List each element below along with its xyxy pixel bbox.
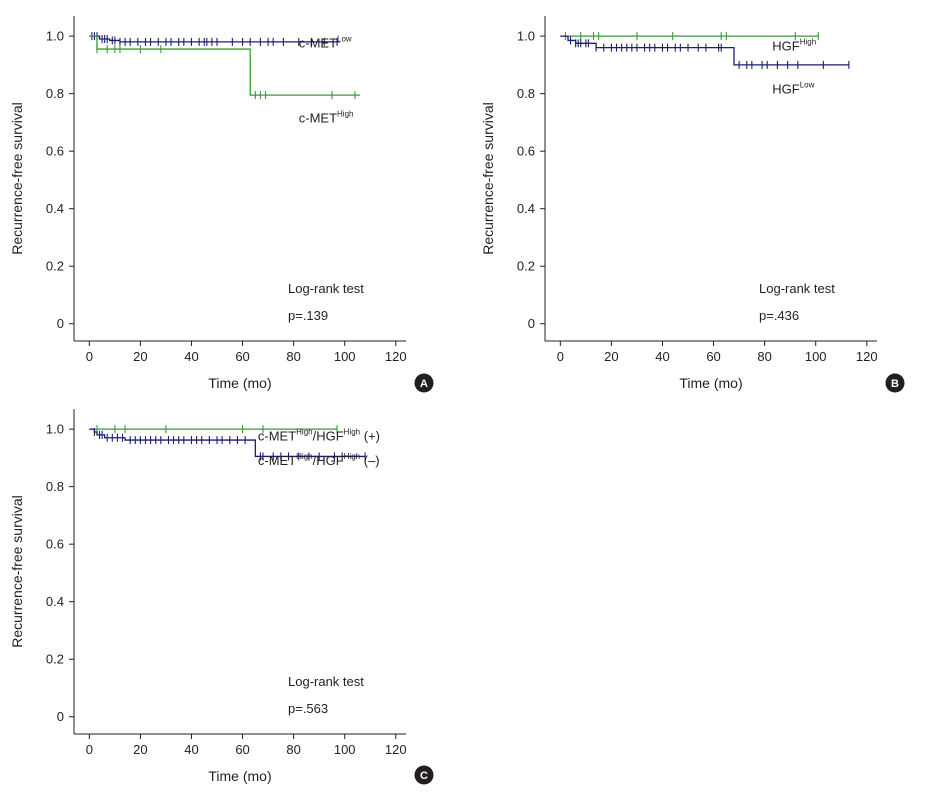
curve-label-base: c-MET bbox=[299, 110, 337, 125]
x-tick-label: 120 bbox=[385, 349, 407, 364]
y-tick-label: 0.4 bbox=[46, 594, 64, 609]
panel-label-badge: B bbox=[885, 373, 905, 393]
curve-label-sup: High bbox=[800, 38, 816, 47]
curve-label-sup: High bbox=[337, 109, 353, 118]
x-tick-label: 80 bbox=[757, 349, 771, 364]
curve-label: c-METHigh bbox=[299, 109, 354, 125]
x-tick-label: 20 bbox=[133, 742, 147, 757]
curve-label-base: c-MET bbox=[299, 36, 337, 51]
x-tick-label: 100 bbox=[334, 742, 356, 757]
x-tick-label: 60 bbox=[706, 349, 720, 364]
x-tick-label: 40 bbox=[184, 742, 198, 757]
y-tick-label: 1.0 bbox=[46, 29, 64, 44]
y-axis-label: Recurrence-free survival bbox=[9, 102, 25, 255]
x-tick-label: 120 bbox=[385, 742, 407, 757]
p-value: p=.563 bbox=[288, 701, 328, 716]
curve-label-sup: High bbox=[296, 452, 312, 461]
y-tick-label: 0.2 bbox=[46, 652, 64, 667]
y-tick-label: 0.8 bbox=[46, 479, 64, 494]
curve-label: c-METLow bbox=[299, 35, 352, 51]
panel-label: B bbox=[891, 378, 899, 390]
x-tick-label: 0 bbox=[557, 349, 564, 364]
curve-label-suffix: (–) bbox=[360, 453, 380, 468]
x-tick-label: 40 bbox=[655, 349, 669, 364]
y-tick-label: 0.8 bbox=[517, 86, 535, 101]
curve-label-base: c-MET bbox=[258, 429, 296, 444]
curve-label: HGFHigh bbox=[772, 38, 816, 54]
y-tick-label: 0.6 bbox=[517, 144, 535, 159]
y-axis-label: Recurrence-free survival bbox=[480, 102, 496, 255]
panel-b: 0 20 40 60 80 100 120 0 0.2 0.4 0.6 0.8 1.0 Time (mo)… bbox=[480, 16, 905, 393]
y-tick-label: 0.6 bbox=[46, 537, 64, 552]
x-axis-label: Time (mo) bbox=[208, 375, 271, 391]
y-axis-label: Recurrence-free survival bbox=[9, 495, 25, 648]
y-tick-label: 0.6 bbox=[46, 144, 64, 159]
y-tick-label: 0.8 bbox=[46, 86, 64, 101]
p-value: p=.436 bbox=[759, 308, 799, 323]
x-tick-label: 60 bbox=[235, 349, 249, 364]
curve-label: c-METHigh/HGFHigh (+) bbox=[258, 428, 380, 444]
curve-label-sup: Low bbox=[800, 81, 815, 90]
curve-label-base: HGF bbox=[772, 39, 800, 54]
curve-label-suffix: (+) bbox=[360, 429, 380, 444]
x-tick-label: 0 bbox=[86, 349, 93, 364]
x-tick-label: 40 bbox=[184, 349, 198, 364]
curve-label-mid: /HGF bbox=[313, 429, 344, 444]
curve-label-sup2: High bbox=[344, 452, 360, 461]
x-tick-label: 80 bbox=[286, 742, 300, 757]
curve-label-sup: Low bbox=[337, 35, 352, 44]
x-tick-label: 100 bbox=[334, 349, 356, 364]
curve-label-sup: High bbox=[296, 428, 312, 437]
x-tick-label: 100 bbox=[805, 349, 827, 364]
p-value: p=.139 bbox=[288, 308, 328, 323]
logrank-label: Log-rank test bbox=[759, 281, 835, 296]
curve-label: c-METHigh/HGFHigh (–) bbox=[258, 452, 380, 468]
curve-label-mid: /HGF bbox=[313, 453, 344, 468]
x-tick-label: 0 bbox=[86, 742, 93, 757]
x-tick-label: 60 bbox=[235, 742, 249, 757]
x-tick-label: 20 bbox=[604, 349, 618, 364]
y-tick-label: 0 bbox=[57, 709, 64, 724]
x-tick-label: 120 bbox=[856, 349, 878, 364]
y-tick-label: 0 bbox=[57, 316, 64, 331]
y-tick-label: 0.4 bbox=[517, 201, 535, 216]
curve-label-base: c-MET bbox=[258, 453, 296, 468]
curve-label: HGFLow bbox=[772, 81, 814, 97]
y-tick-label: 0.2 bbox=[517, 259, 535, 274]
y-tick-label: 0 bbox=[528, 316, 535, 331]
logrank-label: Log-rank test bbox=[288, 281, 364, 296]
y-tick-label: 0.2 bbox=[46, 259, 64, 274]
curve-label-base: HGF bbox=[772, 82, 800, 97]
logrank-label: Log-rank test bbox=[288, 674, 364, 689]
panel-a: 0 20 40 60 80 100 120 0 0.2 0.4 0.6 0.8 1.0 Time (mo)… bbox=[9, 16, 434, 393]
x-axis-label: Time (mo) bbox=[679, 375, 742, 391]
panel-label-badge: A bbox=[414, 373, 434, 393]
x-tick-label: 80 bbox=[286, 349, 300, 364]
panel-c: 0 20 40 60 80 100 120 0 0.2 0.4 0.6 0.8 1.0 Time (mo)… bbox=[9, 409, 434, 785]
panel-label-badge: C bbox=[414, 765, 434, 785]
x-tick-label: 20 bbox=[133, 349, 147, 364]
y-tick-label: 1.0 bbox=[517, 29, 535, 44]
x-axis-label: Time (mo) bbox=[208, 768, 271, 784]
curve-label-sup2: High bbox=[344, 428, 360, 437]
km-curve-high bbox=[89, 35, 361, 96]
panel-label: A bbox=[420, 378, 428, 390]
y-tick-label: 0.4 bbox=[46, 201, 64, 216]
y-tick-label: 1.0 bbox=[46, 422, 64, 437]
panel-label: C bbox=[420, 770, 428, 782]
